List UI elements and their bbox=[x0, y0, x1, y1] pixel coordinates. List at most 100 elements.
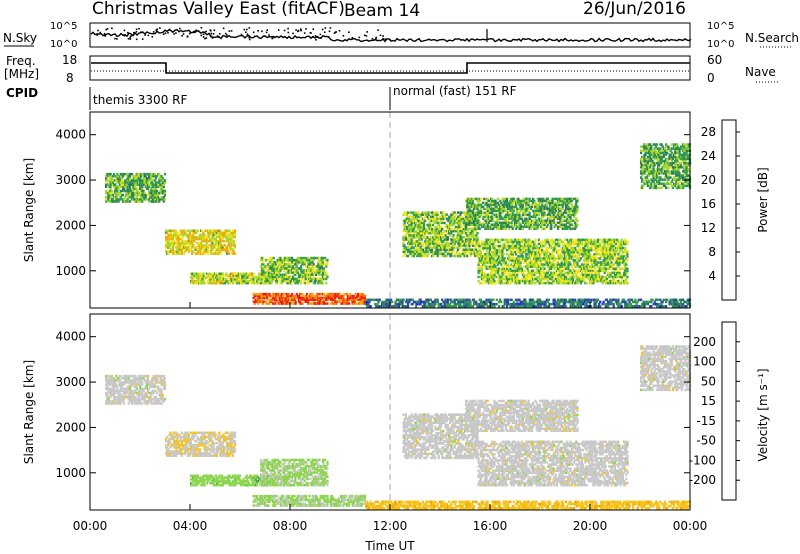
data-cell bbox=[116, 173, 118, 176]
data-cell bbox=[572, 247, 574, 250]
cpid-label: CPID bbox=[6, 86, 38, 100]
data-cell bbox=[420, 303, 422, 306]
noise-point bbox=[226, 34, 228, 36]
nsky-line bbox=[91, 30, 691, 42]
noise-point bbox=[324, 31, 326, 33]
noise-point bbox=[329, 31, 331, 33]
data-cell bbox=[313, 276, 315, 279]
noise-point bbox=[300, 28, 302, 30]
data-cell bbox=[663, 299, 665, 302]
data-cell bbox=[154, 173, 156, 176]
data-cell bbox=[412, 303, 414, 306]
data-cell bbox=[617, 299, 619, 302]
data-cell bbox=[645, 303, 647, 306]
noise-point bbox=[273, 37, 275, 39]
noise-point bbox=[132, 34, 134, 36]
data-cell bbox=[640, 299, 642, 302]
noise-point bbox=[167, 32, 169, 34]
data-cell bbox=[325, 271, 327, 274]
noise-point bbox=[163, 33, 165, 35]
date-label: 26/Jun/2016 bbox=[583, 0, 686, 19]
noise-point bbox=[312, 36, 314, 38]
data-cell bbox=[492, 299, 494, 302]
data-cell bbox=[574, 253, 576, 256]
data-cell bbox=[450, 228, 452, 231]
data-cell bbox=[597, 299, 599, 302]
data-cell bbox=[582, 303, 584, 306]
noise-point bbox=[99, 32, 101, 34]
data-cell bbox=[596, 305, 598, 308]
noise-point bbox=[246, 29, 248, 31]
data-cell bbox=[164, 173, 166, 176]
data-cell bbox=[428, 253, 430, 256]
data-cell bbox=[262, 261, 264, 264]
data-cell bbox=[580, 257, 582, 260]
data-cell bbox=[646, 301, 648, 304]
data-cell bbox=[407, 303, 409, 306]
data-cell bbox=[473, 299, 475, 302]
noise-point bbox=[282, 37, 284, 39]
data-cell bbox=[426, 236, 428, 239]
data-cell bbox=[106, 179, 108, 182]
data-cell bbox=[595, 268, 597, 271]
noise-point bbox=[335, 32, 337, 34]
data-cell bbox=[638, 299, 640, 302]
data-cell bbox=[572, 299, 574, 302]
data-cell bbox=[534, 282, 536, 285]
data-cell bbox=[524, 270, 526, 273]
noise-point bbox=[268, 34, 270, 36]
data-cell bbox=[436, 226, 438, 229]
data-cell bbox=[129, 200, 131, 203]
data-cell bbox=[599, 243, 601, 246]
data-cell bbox=[520, 245, 522, 248]
data-cell bbox=[470, 301, 472, 304]
data-cell bbox=[379, 305, 381, 308]
data-cell bbox=[322, 257, 324, 260]
data-cell bbox=[370, 305, 372, 308]
noise-point bbox=[205, 31, 207, 33]
data-cell bbox=[262, 278, 264, 281]
data-cell bbox=[546, 305, 548, 308]
data-cell bbox=[443, 222, 445, 225]
data-cell bbox=[153, 183, 155, 186]
data-cell bbox=[257, 293, 259, 296]
data-cell bbox=[475, 301, 477, 304]
data-cell bbox=[648, 301, 650, 304]
data-cell bbox=[628, 303, 630, 306]
noise-point bbox=[244, 29, 246, 31]
noise-point bbox=[315, 35, 317, 37]
noise-point bbox=[385, 38, 387, 40]
noise-point bbox=[175, 32, 177, 34]
data-cell bbox=[573, 241, 575, 244]
data-cell bbox=[476, 232, 478, 235]
noise-point bbox=[165, 32, 167, 34]
noise-point bbox=[124, 35, 126, 37]
data-cell bbox=[608, 303, 610, 306]
noise-point bbox=[210, 35, 212, 37]
data-cell bbox=[228, 252, 230, 255]
noise-point bbox=[298, 30, 300, 32]
noise-point bbox=[328, 36, 330, 38]
data-cell bbox=[273, 257, 275, 260]
data-cell bbox=[668, 303, 670, 306]
data-cell bbox=[550, 303, 552, 306]
data-cell bbox=[204, 282, 206, 285]
data-cell bbox=[466, 299, 468, 302]
data-cell bbox=[424, 220, 426, 223]
data-cell bbox=[353, 295, 355, 298]
noise-point bbox=[140, 31, 142, 33]
noise-point bbox=[124, 30, 126, 32]
data-cell bbox=[343, 293, 345, 296]
data-cell bbox=[408, 216, 410, 219]
data-cell bbox=[525, 301, 527, 304]
noise-tick-right-top: 10^5 bbox=[707, 21, 734, 32]
data-cell bbox=[533, 301, 535, 304]
data-cell bbox=[507, 299, 509, 302]
data-cell bbox=[208, 250, 210, 253]
noise-point bbox=[320, 34, 322, 36]
noise-point bbox=[172, 31, 174, 33]
data-cell bbox=[548, 299, 550, 302]
data-cell bbox=[480, 251, 482, 254]
noise-point bbox=[284, 30, 286, 32]
data-cell bbox=[451, 244, 453, 247]
